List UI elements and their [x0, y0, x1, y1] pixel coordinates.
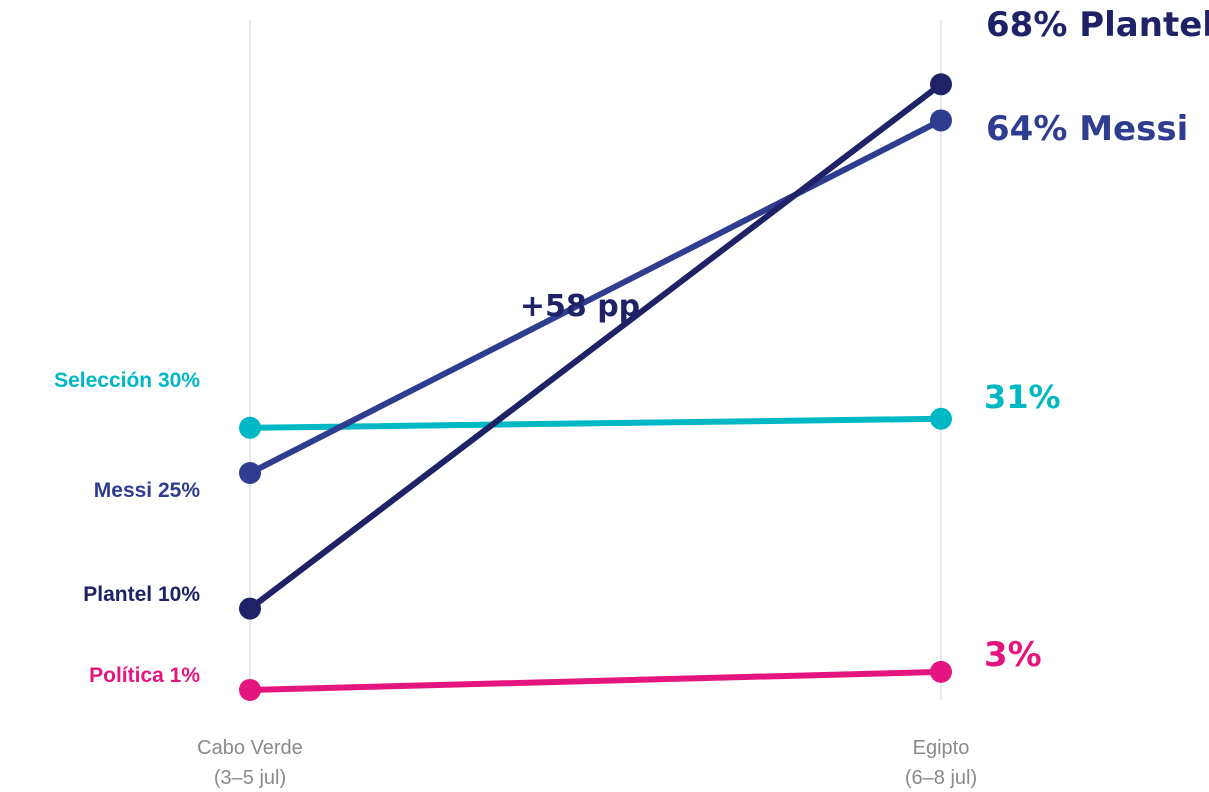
- point-politica-cabo-verde: [239, 678, 261, 701]
- right-label-seleccion: 31%: [984, 378, 1061, 416]
- annotations: +58 pp: [520, 289, 640, 324]
- point-seleccion-cabo-verde: [239, 416, 261, 439]
- x-tick-cabo-verde: Cabo Verde: [197, 737, 303, 759]
- category-gridlines: [249, 20, 942, 700]
- x-tick-egipto: Egipto: [913, 737, 970, 759]
- annotation-change: +58 pp: [520, 289, 640, 324]
- point-messi-egipto: [930, 109, 952, 132]
- left-series-labels: Selección 30% Messi 25% Plantel 10% Polític…: [54, 369, 200, 687]
- left-label-plantel: Plantel 10%: [83, 583, 200, 606]
- series-line-messi: [247, 117, 944, 476]
- right-series-labels: 31% 64% Messi 68% Plantel 3%: [984, 5, 1209, 675]
- x-tick-range-egipto: (6–8 jul): [905, 767, 977, 789]
- series-line-plantel: [247, 81, 944, 612]
- point-seleccion-egipto: [930, 407, 952, 430]
- point-plantel-egipto: [930, 73, 952, 96]
- series-line-politica: [247, 668, 944, 693]
- x-axis-ticks: Cabo Verde (3–5 jul) Egipto (6–8 jul): [197, 737, 977, 789]
- series-points: [239, 73, 952, 701]
- point-politica-egipto: [930, 660, 952, 683]
- point-messi-cabo-verde: [239, 462, 261, 484]
- x-tick-range-cabo-verde: (3–5 jul): [214, 767, 286, 789]
- right-label-messi: 64% Messi: [986, 109, 1188, 149]
- series-lines: [247, 81, 944, 693]
- point-plantel-cabo-verde: [239, 597, 261, 620]
- series-line-seleccion: [247, 415, 944, 431]
- right-label-plantel: 68% Plantel: [986, 5, 1209, 45]
- left-label-politica: Política 1%: [89, 664, 200, 687]
- right-label-politica: 3%: [984, 635, 1042, 675]
- left-label-messi: Messi 25%: [94, 479, 201, 502]
- left-label-seleccion: Selección 30%: [54, 369, 200, 392]
